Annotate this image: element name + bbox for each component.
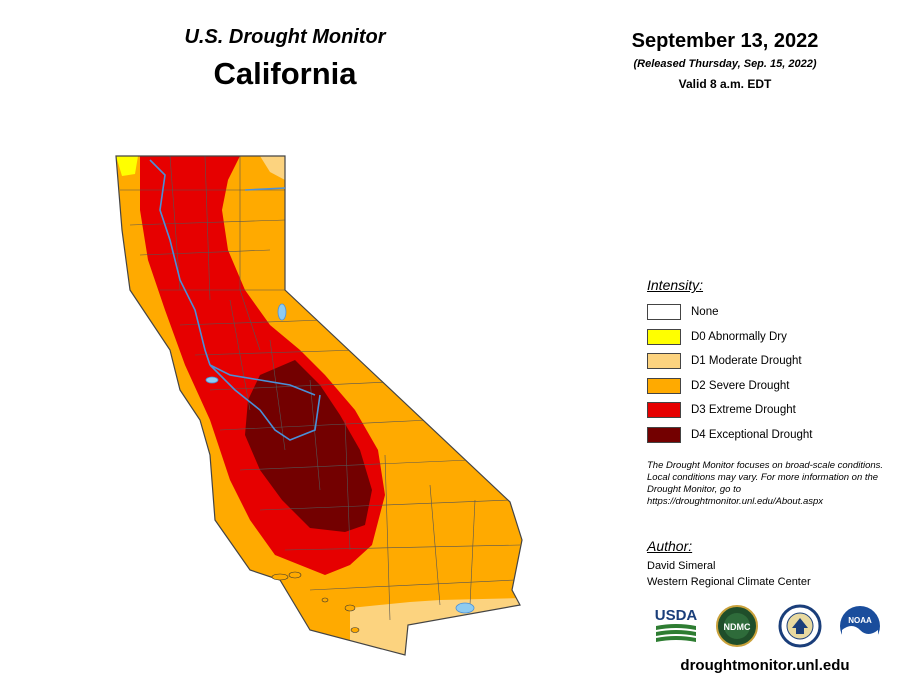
legend-swatch (647, 427, 681, 443)
legend-item-d4: D4 Exceptional Drought (647, 426, 812, 444)
legend-label: D4 Exceptional Drought (691, 429, 813, 441)
legend-item-d2: D2 Severe Drought (647, 377, 789, 395)
legend-label: None (691, 306, 719, 318)
ndmc-logo-icon: NDMC (716, 605, 758, 647)
legend-item-d3: D3 Extreme Drought (647, 401, 796, 419)
sf-bay (205, 376, 219, 384)
noaa-logo-icon: NOAA (840, 606, 880, 648)
legend-swatch (647, 402, 681, 418)
author-organization: Western Regional Climate Center (647, 576, 811, 588)
author-name: David Simeral (647, 560, 716, 572)
map-date: September 13, 2022 (631, 30, 819, 52)
disclaimer-note: The Drought Monitor focuses on broad-sca… (647, 460, 884, 507)
release-date: (Released Thursday, Sep. 15, 2022) (633, 58, 817, 70)
channel-islands (271, 571, 360, 633)
california-drought-map (115, 155, 523, 656)
doc-seal-icon (778, 604, 822, 648)
legend-heading: Intensity: (647, 277, 704, 293)
legend-item-none: None (647, 303, 719, 321)
legend-item-d0: D0 Abnormally Dry (647, 328, 787, 346)
usda-logo-text: USDA (655, 607, 698, 624)
legend-label: D0 Abnormally Dry (691, 331, 787, 343)
legend-swatch (647, 378, 681, 394)
legend-item-d1: D1 Moderate Drought (647, 352, 802, 370)
valid-time: Valid 8 a.m. EDT (678, 77, 772, 91)
legend-swatch (647, 353, 681, 369)
d1-area-north (260, 156, 285, 180)
d4-area (245, 360, 372, 532)
rivers (149, 159, 321, 441)
state-outline (115, 155, 523, 656)
monitor-title: U.S. Drought Monitor (184, 26, 386, 48)
lake-tahoe (277, 303, 287, 321)
legend-swatch (647, 304, 681, 320)
website-link[interactable]: droughtmonitor.unl.edu (680, 657, 850, 674)
legend-label: D3 Extreme Drought (691, 404, 796, 416)
d0-area (116, 156, 138, 176)
legend-label: D1 Moderate Drought (691, 355, 802, 367)
d1-area-south (350, 598, 522, 655)
usda-logo-icon: USDA (655, 607, 698, 642)
region-title: California (213, 56, 357, 91)
salton-sea (455, 602, 475, 614)
ndmc-logo-text: NDMC (724, 622, 751, 632)
legend-swatch (647, 329, 681, 345)
county-lines (120, 156, 521, 621)
legend-label: D2 Severe Drought (691, 380, 790, 392)
author-heading: Author: (647, 538, 693, 554)
noaa-logo-text: NOAA (848, 616, 872, 625)
